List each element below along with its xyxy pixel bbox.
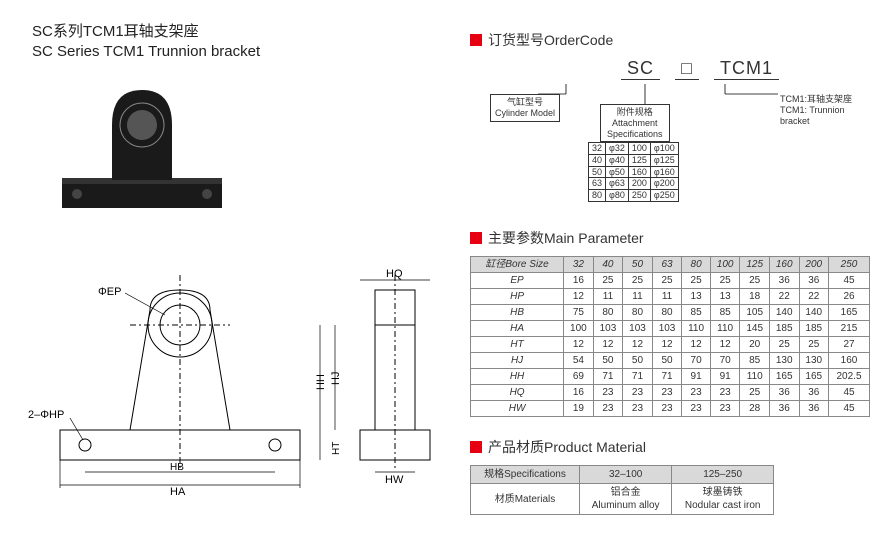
ordercode-left-box: 气缸型号 Cylinder Model: [490, 94, 560, 122]
label-ha: HA: [170, 486, 186, 498]
red-square-icon: [470, 441, 482, 453]
label-hb: HB: [170, 462, 184, 473]
ordercode-string: SC □ TCM1: [530, 58, 870, 80]
ordercode-diagram: 气缸型号 Cylinder Model 附件规格 Attachment Spec…: [470, 84, 870, 214]
product-photo: [42, 70, 242, 220]
label-hq: HQ: [386, 268, 403, 280]
mainparam-heading: 主要参数Main Parameter: [470, 228, 870, 248]
material-table: 规格Specifications32–100125–250材质Materials…: [470, 465, 774, 515]
red-square-icon: [470, 34, 482, 46]
title-en: SC Series TCM1 Trunnion bracket: [32, 43, 452, 60]
label-2phihp: 2–ΦHP: [28, 409, 64, 421]
label-phi-ep: ΦEP: [98, 286, 121, 298]
ordercode-right-box: TCM1:耳轴支架座 TCM1: Trunnion bracket: [780, 94, 870, 126]
label-hj: HJ: [330, 372, 342, 385]
label-hw: HW: [385, 474, 404, 486]
ordercode-mid-box: 附件规格 Attachment Specifications: [600, 104, 670, 142]
mainparam-table: 缸径Bore Size3240506380100125160200250EP16…: [470, 256, 870, 417]
material-heading: 产品材质Product Material: [470, 437, 870, 457]
title-cn: SC系列TCM1耳轴支架座: [32, 20, 452, 41]
ordercode-heading: 订货型号OrderCode: [470, 30, 870, 50]
label-hh: HH: [315, 374, 327, 390]
engineering-diagram: ΦEP 2–ΦHP HA HB HH HJ HT HQ HW: [20, 260, 460, 500]
ordercode-spec-table: 32φ32100φ10040φ40125φ12550φ50160φ16063φ6…: [588, 142, 679, 202]
red-square-icon: [470, 232, 482, 244]
label-ht: HT: [331, 442, 342, 455]
